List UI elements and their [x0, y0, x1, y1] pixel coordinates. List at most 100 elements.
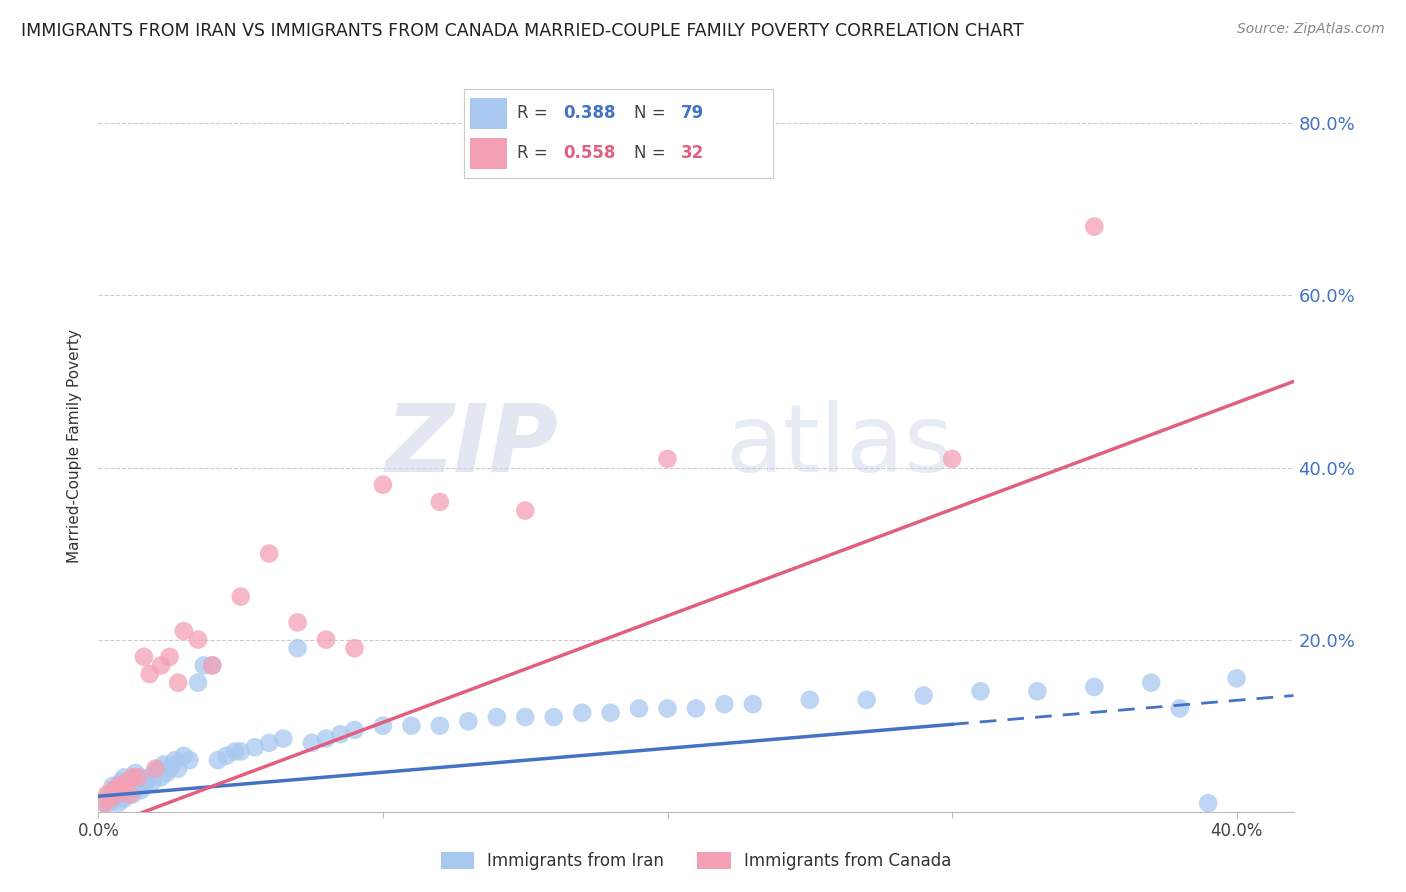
- Point: [429, 719, 451, 733]
- Text: N =: N =: [634, 145, 671, 162]
- Point: [173, 748, 195, 763]
- Point: [599, 706, 621, 720]
- Point: [124, 766, 146, 780]
- Point: [110, 783, 132, 797]
- Point: [207, 753, 229, 767]
- Point: [685, 701, 707, 715]
- Point: [257, 547, 280, 561]
- Text: atlas: atlas: [725, 400, 953, 492]
- Point: [1083, 219, 1105, 234]
- Point: [129, 770, 152, 784]
- Point: [115, 774, 138, 789]
- Point: [457, 714, 479, 729]
- Point: [104, 792, 127, 806]
- Point: [273, 731, 295, 746]
- Point: [150, 658, 173, 673]
- Point: [179, 753, 201, 767]
- Point: [257, 736, 280, 750]
- Point: [215, 748, 238, 763]
- Point: [657, 701, 679, 715]
- Point: [112, 770, 135, 784]
- Point: [138, 667, 160, 681]
- Point: [132, 779, 155, 793]
- Point: [118, 774, 141, 789]
- Point: [628, 701, 651, 715]
- Point: [112, 779, 135, 793]
- Point: [143, 766, 166, 780]
- Point: [224, 744, 246, 758]
- Point: [193, 658, 215, 673]
- Point: [96, 792, 118, 806]
- Point: [167, 675, 190, 690]
- Point: [124, 779, 146, 793]
- Point: [104, 788, 127, 802]
- Point: [287, 615, 309, 630]
- Point: [515, 503, 537, 517]
- Point: [150, 770, 173, 784]
- Point: [143, 762, 166, 776]
- Point: [115, 779, 138, 793]
- Point: [165, 753, 187, 767]
- Point: [855, 693, 877, 707]
- Point: [101, 783, 124, 797]
- Text: 0.558: 0.558: [562, 145, 616, 162]
- Bar: [470, 138, 508, 169]
- Point: [1140, 675, 1163, 690]
- Point: [153, 757, 176, 772]
- Point: [135, 774, 157, 789]
- Y-axis label: Married-Couple Family Poverty: Married-Couple Family Poverty: [67, 329, 83, 563]
- Point: [315, 731, 337, 746]
- Point: [121, 770, 143, 784]
- Text: R =: R =: [516, 104, 553, 122]
- Bar: [470, 98, 508, 129]
- Point: [93, 796, 115, 810]
- Text: IMMIGRANTS FROM IRAN VS IMMIGRANTS FROM CANADA MARRIED-COUPLE FAMILY POVERTY COR: IMMIGRANTS FROM IRAN VS IMMIGRANTS FROM …: [21, 22, 1024, 40]
- Point: [429, 495, 451, 509]
- Point: [657, 451, 679, 466]
- Point: [107, 796, 129, 810]
- Point: [127, 770, 149, 784]
- Point: [543, 710, 565, 724]
- Point: [121, 770, 143, 784]
- Point: [141, 774, 163, 789]
- Point: [187, 632, 209, 647]
- Point: [98, 796, 121, 810]
- Point: [1026, 684, 1049, 698]
- Point: [969, 684, 991, 698]
- Point: [912, 689, 935, 703]
- Point: [301, 736, 323, 750]
- Point: [187, 675, 209, 690]
- Point: [121, 788, 143, 802]
- Point: [93, 796, 115, 810]
- Point: [107, 779, 129, 793]
- Text: 0.388: 0.388: [562, 104, 616, 122]
- Point: [229, 590, 252, 604]
- Legend: Immigrants from Iran, Immigrants from Canada: Immigrants from Iran, Immigrants from Ca…: [434, 845, 957, 877]
- Point: [112, 792, 135, 806]
- Point: [401, 719, 423, 733]
- Point: [343, 723, 366, 737]
- Point: [98, 788, 121, 802]
- Point: [315, 632, 337, 647]
- Text: 79: 79: [681, 104, 704, 122]
- Point: [115, 788, 138, 802]
- Point: [110, 774, 132, 789]
- Point: [1197, 796, 1219, 810]
- Point: [1168, 701, 1191, 715]
- Point: [741, 697, 763, 711]
- Point: [201, 658, 224, 673]
- Point: [118, 788, 141, 802]
- Point: [118, 783, 141, 797]
- Point: [799, 693, 821, 707]
- Point: [287, 641, 309, 656]
- Point: [167, 762, 190, 776]
- Point: [98, 792, 121, 806]
- Text: N =: N =: [634, 104, 671, 122]
- Text: 32: 32: [681, 145, 704, 162]
- Point: [1226, 671, 1249, 685]
- Text: Source: ZipAtlas.com: Source: ZipAtlas.com: [1237, 22, 1385, 37]
- Text: R =: R =: [516, 145, 553, 162]
- Point: [110, 788, 132, 802]
- Point: [243, 740, 266, 755]
- Point: [485, 710, 508, 724]
